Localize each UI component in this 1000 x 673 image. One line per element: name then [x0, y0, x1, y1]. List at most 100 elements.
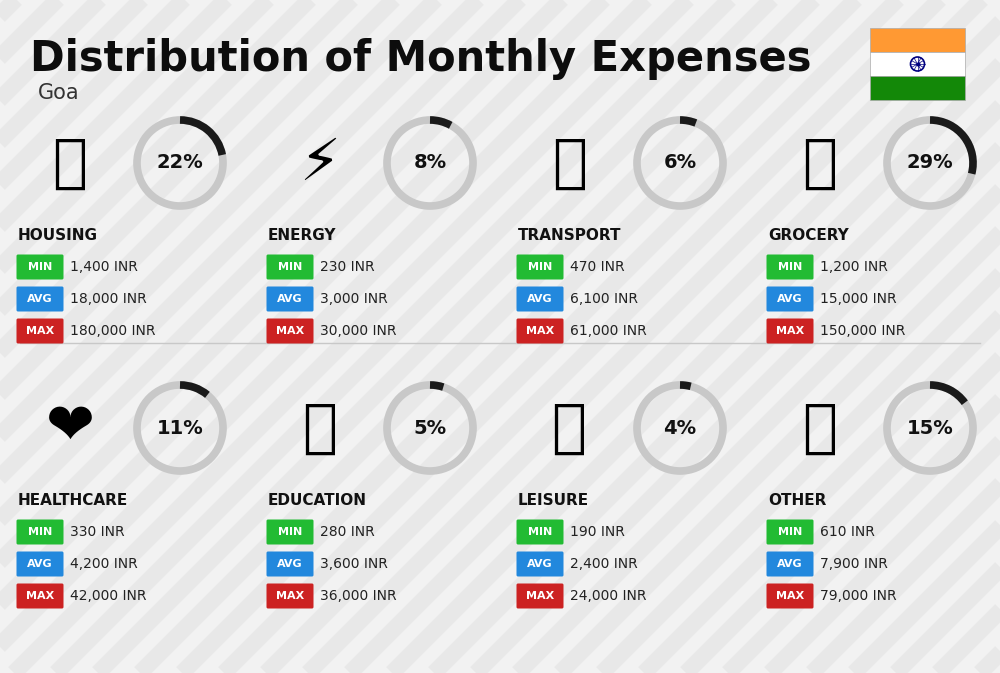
Text: 36,000 INR: 36,000 INR	[320, 589, 397, 603]
Text: 190 INR: 190 INR	[570, 525, 625, 539]
FancyBboxPatch shape	[16, 551, 64, 577]
Text: 7,900 INR: 7,900 INR	[820, 557, 888, 571]
Text: AVG: AVG	[27, 559, 53, 569]
Text: ❤️: ❤️	[46, 400, 94, 456]
Text: AVG: AVG	[777, 294, 803, 304]
FancyBboxPatch shape	[767, 583, 814, 608]
Text: GROCERY: GROCERY	[768, 228, 849, 243]
Text: 470 INR: 470 INR	[570, 260, 625, 274]
Text: MAX: MAX	[26, 591, 54, 601]
Text: MIN: MIN	[778, 527, 802, 537]
Text: ENERGY: ENERGY	[268, 228, 336, 243]
Text: 15%: 15%	[907, 419, 953, 437]
Text: AVG: AVG	[277, 294, 303, 304]
FancyBboxPatch shape	[516, 254, 564, 279]
Text: TRANSPORT: TRANSPORT	[518, 228, 622, 243]
Text: 180,000 INR: 180,000 INR	[70, 324, 156, 338]
Text: 230 INR: 230 INR	[320, 260, 375, 274]
Text: 330 INR: 330 INR	[70, 525, 125, 539]
Text: 79,000 INR: 79,000 INR	[820, 589, 897, 603]
FancyBboxPatch shape	[870, 28, 965, 52]
Text: HEALTHCARE: HEALTHCARE	[18, 493, 128, 508]
FancyBboxPatch shape	[870, 76, 965, 100]
Text: 11%: 11%	[157, 419, 203, 437]
Text: Goa: Goa	[38, 83, 80, 103]
FancyBboxPatch shape	[870, 52, 965, 76]
Text: 6%: 6%	[663, 153, 697, 172]
FancyBboxPatch shape	[16, 287, 64, 312]
Text: MAX: MAX	[526, 326, 554, 336]
Text: AVG: AVG	[777, 559, 803, 569]
Text: 15,000 INR: 15,000 INR	[820, 292, 897, 306]
Text: MAX: MAX	[776, 326, 804, 336]
FancyBboxPatch shape	[16, 520, 64, 544]
Text: 29%: 29%	[907, 153, 953, 172]
Text: 4%: 4%	[663, 419, 697, 437]
Text: 🛍️: 🛍️	[552, 400, 588, 456]
Text: 🏗: 🏗	[52, 135, 88, 192]
FancyBboxPatch shape	[516, 551, 564, 577]
Text: MAX: MAX	[26, 326, 54, 336]
FancyBboxPatch shape	[767, 551, 814, 577]
Text: ⚡: ⚡	[300, 135, 340, 192]
FancyBboxPatch shape	[767, 520, 814, 544]
Text: 4,200 INR: 4,200 INR	[70, 557, 138, 571]
Text: 150,000 INR: 150,000 INR	[820, 324, 905, 338]
FancyBboxPatch shape	[266, 318, 314, 343]
Text: MIN: MIN	[28, 527, 52, 537]
Text: 42,000 INR: 42,000 INR	[70, 589, 146, 603]
Text: 1,400 INR: 1,400 INR	[70, 260, 138, 274]
Text: 30,000 INR: 30,000 INR	[320, 324, 396, 338]
Text: 8%: 8%	[413, 153, 447, 172]
Text: AVG: AVG	[277, 559, 303, 569]
FancyBboxPatch shape	[516, 287, 564, 312]
Text: MIN: MIN	[278, 527, 302, 537]
Text: 3,000 INR: 3,000 INR	[320, 292, 388, 306]
Text: 22%: 22%	[157, 153, 203, 172]
Text: 5%: 5%	[413, 419, 447, 437]
Text: MIN: MIN	[278, 262, 302, 272]
Text: 🛒: 🛒	[802, 135, 838, 192]
Text: 2,400 INR: 2,400 INR	[570, 557, 638, 571]
Text: MAX: MAX	[526, 591, 554, 601]
FancyBboxPatch shape	[767, 318, 814, 343]
FancyBboxPatch shape	[516, 318, 564, 343]
Text: MIN: MIN	[528, 262, 552, 272]
Text: Distribution of Monthly Expenses: Distribution of Monthly Expenses	[30, 38, 812, 80]
Text: LEISURE: LEISURE	[518, 493, 589, 508]
FancyBboxPatch shape	[516, 583, 564, 608]
Text: 🎓: 🎓	[302, 400, 338, 456]
FancyBboxPatch shape	[16, 318, 64, 343]
Text: OTHER: OTHER	[768, 493, 826, 508]
Text: 280 INR: 280 INR	[320, 525, 375, 539]
Text: MIN: MIN	[778, 262, 802, 272]
Text: AVG: AVG	[527, 559, 553, 569]
Text: 18,000 INR: 18,000 INR	[70, 292, 147, 306]
Text: AVG: AVG	[527, 294, 553, 304]
Text: MAX: MAX	[276, 591, 304, 601]
FancyBboxPatch shape	[767, 287, 814, 312]
FancyBboxPatch shape	[266, 254, 314, 279]
Text: EDUCATION: EDUCATION	[268, 493, 367, 508]
FancyBboxPatch shape	[767, 254, 814, 279]
Text: MAX: MAX	[276, 326, 304, 336]
Text: MIN: MIN	[28, 262, 52, 272]
Text: 6,100 INR: 6,100 INR	[570, 292, 638, 306]
FancyBboxPatch shape	[266, 287, 314, 312]
Text: 💰: 💰	[802, 400, 838, 456]
Text: 24,000 INR: 24,000 INR	[570, 589, 646, 603]
Text: MAX: MAX	[776, 591, 804, 601]
FancyBboxPatch shape	[16, 583, 64, 608]
FancyBboxPatch shape	[16, 254, 64, 279]
Text: 🚌: 🚌	[552, 135, 588, 192]
FancyBboxPatch shape	[266, 520, 314, 544]
Text: 3,600 INR: 3,600 INR	[320, 557, 388, 571]
Text: MIN: MIN	[528, 527, 552, 537]
FancyBboxPatch shape	[266, 583, 314, 608]
Text: 1,200 INR: 1,200 INR	[820, 260, 888, 274]
Text: HOUSING: HOUSING	[18, 228, 98, 243]
FancyBboxPatch shape	[516, 520, 564, 544]
Text: 610 INR: 610 INR	[820, 525, 875, 539]
Text: AVG: AVG	[27, 294, 53, 304]
FancyBboxPatch shape	[266, 551, 314, 577]
